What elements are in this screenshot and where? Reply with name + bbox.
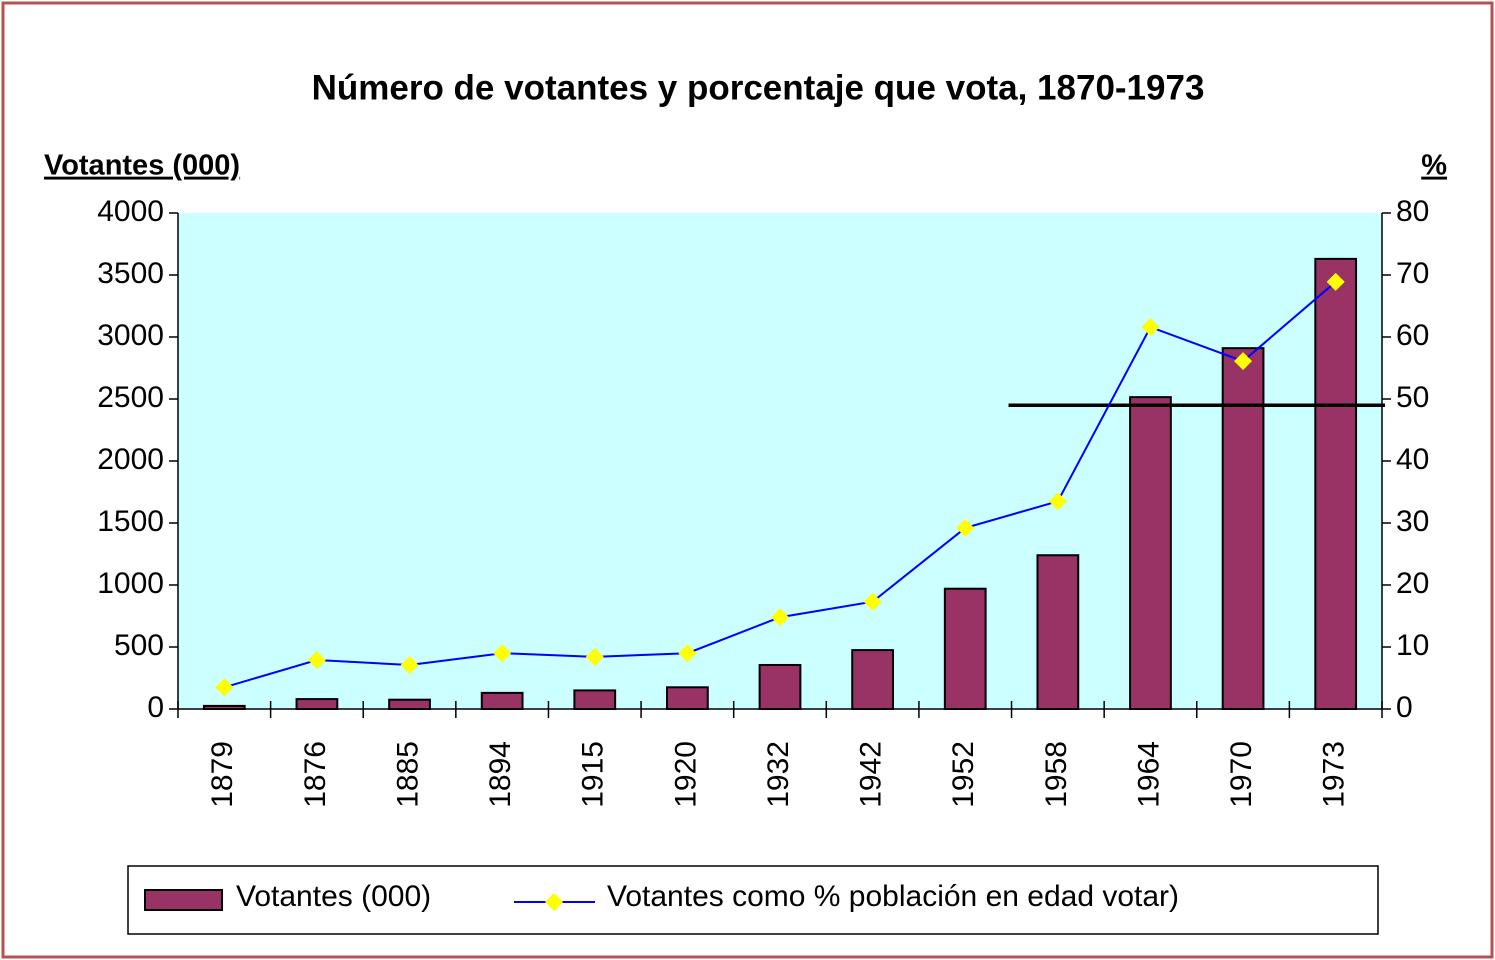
x-tick-label: 1958	[1040, 741, 1073, 808]
legend-marker	[545, 893, 563, 911]
y-tick-label: 3000	[97, 319, 164, 352]
y2-tick-label: 50	[1396, 381, 1429, 414]
bar	[480, 691, 524, 711]
y2-axis-title: %	[1421, 150, 1447, 182]
y2-tick-label: 70	[1396, 257, 1429, 290]
y2-tick-label: 10	[1396, 629, 1429, 662]
bar	[943, 587, 987, 710]
bar	[295, 698, 339, 711]
y2-tick-label: 30	[1396, 505, 1429, 538]
y2-tick-label: 40	[1396, 443, 1429, 476]
y-tick-label: 2000	[97, 443, 164, 476]
x-tick-label: 1894	[484, 741, 517, 808]
legend	[127, 865, 1379, 935]
bar	[1221, 347, 1265, 710]
y2-tick-label: 80	[1396, 195, 1429, 228]
marker	[1234, 352, 1253, 371]
marker	[1326, 272, 1345, 291]
y-tick-label: 1500	[97, 505, 164, 538]
marker	[771, 608, 789, 627]
x-tick-label: 1952	[947, 741, 980, 808]
legend-label: Votantes como % población en edad votar)	[607, 880, 1179, 913]
x-tick-label: 1885	[391, 741, 424, 808]
y2-tick-label: 20	[1396, 567, 1429, 600]
y2-tick-label: 60	[1396, 319, 1429, 352]
bar	[1036, 554, 1080, 710]
y-tick-label: 1000	[97, 567, 164, 600]
marker	[585, 647, 604, 666]
y-tick-label: 4000	[97, 195, 164, 228]
x-tick-label: 1973	[1318, 741, 1351, 808]
x-tick-label: 1876	[299, 741, 332, 808]
x-tick-label: 1970	[1225, 741, 1258, 808]
x-tick-label: 1920	[669, 741, 702, 808]
plot-area	[178, 213, 1382, 709]
bar	[388, 698, 431, 711]
marker	[863, 592, 882, 611]
marker	[1048, 492, 1067, 511]
y2-tick-label: 0	[1396, 691, 1413, 724]
marker	[678, 644, 697, 663]
bar	[758, 663, 802, 710]
bar	[851, 649, 894, 710]
x-tick-label: 1879	[206, 741, 239, 808]
y-tick-label: 500	[114, 629, 164, 662]
x-tick-label: 1964	[1132, 741, 1165, 808]
marker	[400, 655, 419, 674]
marker	[215, 678, 234, 697]
chart-title: Número de votantes y porcentaje que vota…	[312, 68, 1205, 107]
legend-label: Votantes (000)	[236, 880, 431, 913]
x-tick-label: 1915	[577, 741, 610, 808]
y-axis-title: Votantes (000)	[44, 150, 240, 182]
bar	[1129, 396, 1172, 710]
y-tick-label: 0	[147, 691, 164, 724]
x-tick-label: 1942	[855, 741, 888, 808]
bar	[666, 686, 709, 710]
y-tick-label: 3500	[97, 257, 164, 290]
bar	[573, 689, 617, 711]
marker	[307, 651, 326, 670]
bar	[1314, 257, 1358, 710]
legend-swatch	[144, 889, 223, 911]
y-tick-label: 2500	[97, 381, 164, 414]
marker	[956, 518, 975, 537]
marker	[1141, 318, 1160, 337]
marker	[493, 644, 512, 663]
x-tick-label: 1932	[762, 741, 795, 808]
